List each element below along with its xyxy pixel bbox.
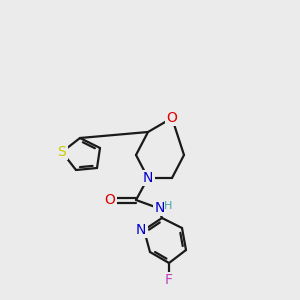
Text: N: N: [136, 223, 146, 237]
Text: O: O: [167, 111, 177, 125]
Text: H: H: [164, 201, 172, 211]
Text: N: N: [143, 171, 153, 185]
Text: F: F: [165, 273, 173, 287]
Text: N: N: [155, 201, 165, 215]
Text: O: O: [105, 193, 116, 207]
Text: S: S: [58, 145, 66, 159]
